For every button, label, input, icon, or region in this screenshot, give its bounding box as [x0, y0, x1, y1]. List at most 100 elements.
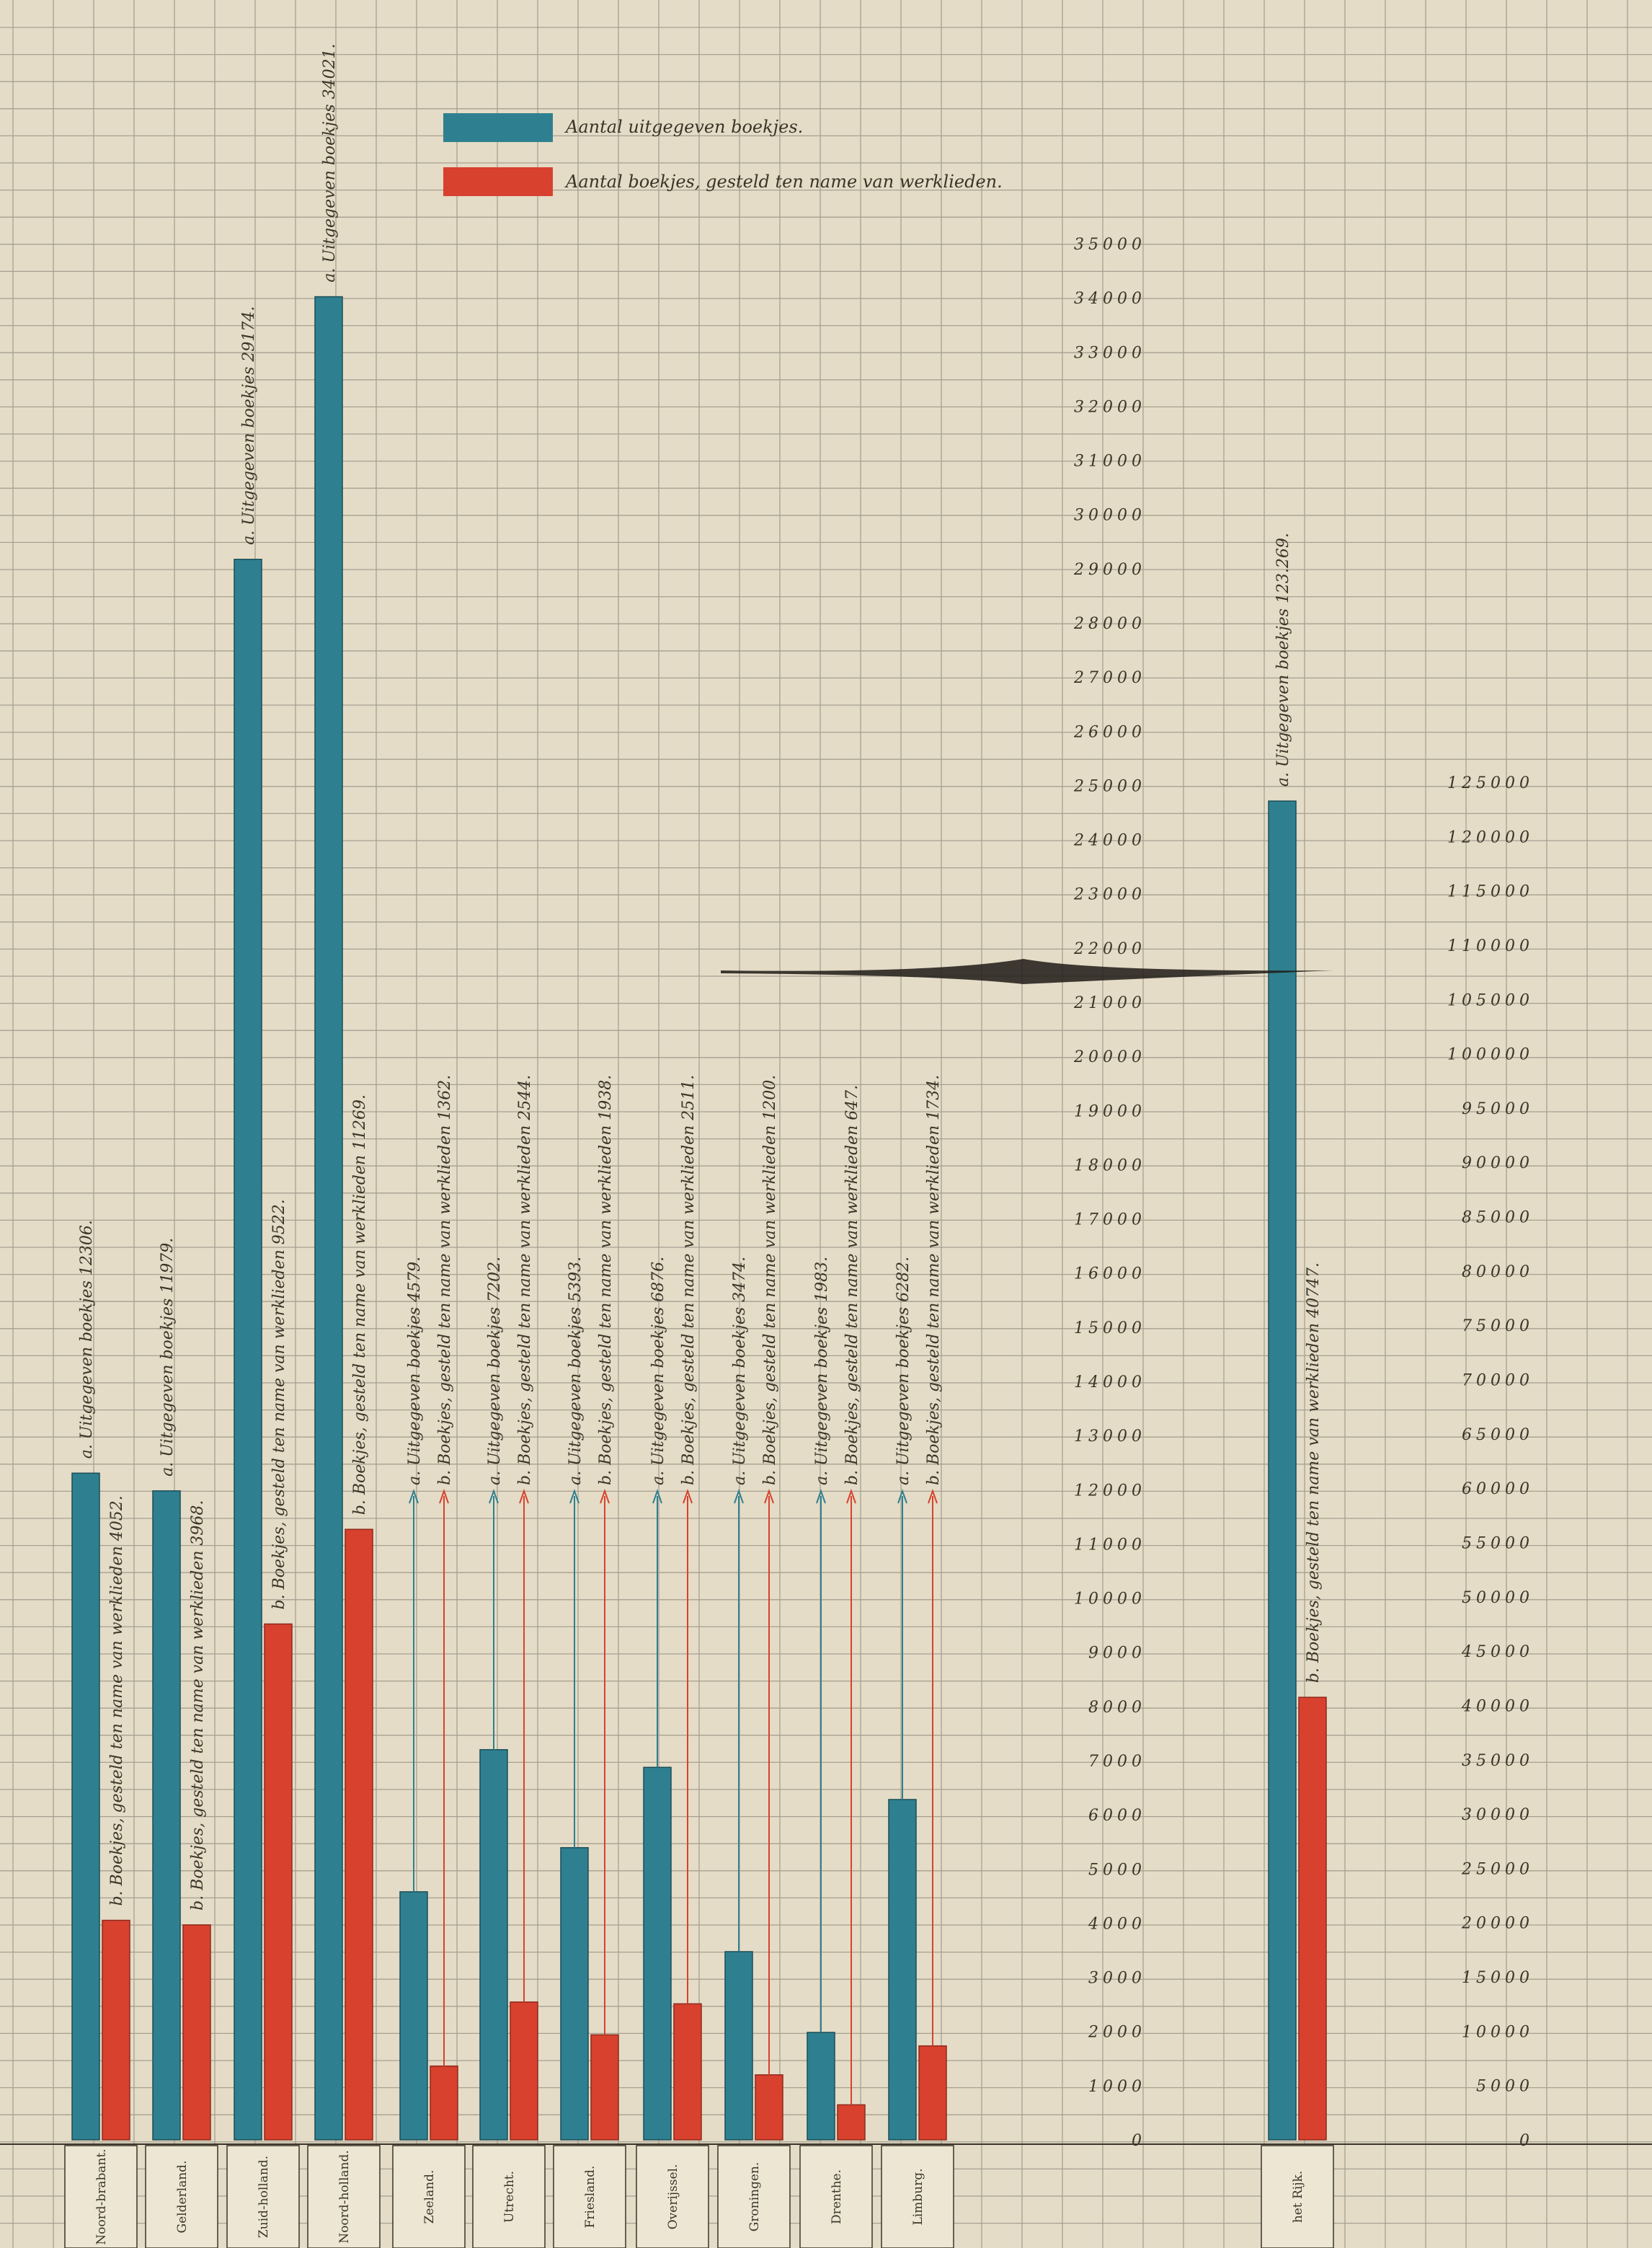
y-tick-label-left: 17000 — [1074, 1211, 1146, 1229]
category-label: Drenthe. — [830, 2169, 844, 2224]
category-box — [881, 2145, 954, 2248]
bar-label-b: b. Boekjes, gesteld ten name van werklie… — [843, 1085, 861, 1485]
bar-uitgegeven — [314, 296, 343, 2141]
y-tick-label-right: 15000 — [1462, 1969, 1534, 1987]
y-tick-label-right: 10000 — [1462, 2023, 1534, 2041]
bar-werklieden — [510, 2001, 538, 2141]
bar-label-b: b. Boekjes, gesteld ten name van werklie… — [680, 1075, 698, 1485]
y-tick-label-left: 28000 — [1073, 615, 1146, 633]
y-tick-label-left: 31000 — [1074, 453, 1146, 471]
bar-werklieden — [918, 2045, 947, 2141]
y-tick-label-right: 125000 — [1447, 774, 1534, 792]
arrow-head-werklieden — [519, 1488, 529, 1504]
category-label: Utrecht. — [502, 2171, 517, 2223]
y-tick-label-left: 1000 — [1088, 2078, 1146, 2096]
y-tick-label-left: 24000 — [1073, 832, 1146, 850]
category-label: Gelderland. — [175, 2161, 190, 2234]
y-tick-label-right: 65000 — [1462, 1426, 1534, 1444]
legend-label-uitgegeven: Aantal uitgegeven boekjes. — [564, 117, 803, 137]
arrow-head-uitgegeven — [569, 1488, 579, 1504]
y-tick-label-left: 27000 — [1073, 669, 1146, 687]
bar-uitgegeven — [71, 1472, 100, 2141]
y-tick-label-right: 75000 — [1462, 1317, 1534, 1335]
y-tick-label-left: 0 — [1132, 2132, 1146, 2150]
category-box — [472, 2145, 546, 2248]
y-tick-label-left: 2000 — [1088, 2024, 1146, 2042]
arrow-head-uitgegeven — [734, 1488, 744, 1504]
category-label: Limburg. — [911, 2168, 925, 2225]
category-label: Noord-holland. — [337, 2150, 352, 2244]
arrow-head-uitgegeven — [409, 1488, 419, 1504]
bar-label-b: b. Boekjes, gesteld ten name van werklie… — [761, 1075, 779, 1485]
category-box — [799, 2145, 873, 2248]
category-box — [1261, 2145, 1334, 2248]
y-tick-label-left: 16000 — [1074, 1265, 1146, 1283]
category-box — [64, 2145, 138, 2248]
y-tick-label-left: 25000 — [1073, 777, 1146, 795]
bar-uitgegeven — [1268, 800, 1297, 2141]
y-tick-label-left: 20000 — [1073, 1048, 1146, 1066]
category-label: Zuid-holland. — [257, 2156, 271, 2238]
y-tick-label-right: 95000 — [1462, 1100, 1534, 1118]
arrow-head-uitgegeven — [652, 1488, 662, 1504]
bar-label-b: b. Boekjes, gesteld ten name van werklie… — [108, 1495, 126, 1906]
y-tick-label-left: 26000 — [1073, 723, 1146, 741]
bar-label-b: b. Boekjes, gesteld ten name van werklie… — [925, 1075, 943, 1485]
y-tick-label-left: 13000 — [1074, 1428, 1146, 1446]
arrow-head-werklieden — [439, 1488, 449, 1504]
y-tick-label-left: 12000 — [1074, 1482, 1146, 1500]
category-label: Friesland. — [583, 2166, 598, 2229]
bar-uitgegeven — [560, 1847, 589, 2141]
legend-swatch-uitgegeven — [443, 113, 553, 142]
y-tick-label-right: 100000 — [1447, 1046, 1534, 1064]
legend-swatch-werklieden — [443, 167, 553, 196]
scale-break-mark — [721, 959, 1333, 984]
category-box — [226, 2145, 300, 2248]
y-tick-label-right: 115000 — [1447, 883, 1534, 901]
y-tick-label-right: 5000 — [1476, 2078, 1534, 2096]
y-tick-label-right: 35000 — [1462, 1752, 1534, 1770]
arrow-head-werklieden — [928, 1488, 938, 1504]
y-tick-label-left: 30000 — [1074, 507, 1146, 525]
y-tick-label-left: 8000 — [1088, 1699, 1146, 1717]
y-tick-label-right: 85000 — [1462, 1209, 1534, 1227]
y-tick-label-left: 29000 — [1073, 561, 1146, 579]
bar-uitgegeven — [399, 1891, 428, 2141]
y-tick-label-left: 15000 — [1074, 1319, 1146, 1337]
y-tick-label-left: 19000 — [1074, 1102, 1146, 1120]
bar-label-a: a. Uitgegeven boekjes 4579. — [406, 1257, 424, 1485]
y-tick-label-right: 110000 — [1447, 937, 1534, 955]
category-box — [717, 2145, 791, 2248]
y-tick-label-right: 0 — [1519, 2132, 1534, 2150]
bar-label-a: a. Uitgegeven boekjes 3474. — [731, 1257, 749, 1485]
y-tick-label-left: 23000 — [1073, 886, 1146, 904]
y-tick-label-left: 11000 — [1074, 1536, 1146, 1554]
y-tick-label-right: 45000 — [1461, 1643, 1534, 1661]
bar-label-a: a. Uitgegeven boekjes 29174. — [240, 306, 258, 545]
y-tick-label-right: 25000 — [1461, 1860, 1534, 1878]
bar-werklieden — [345, 1528, 373, 2141]
arrow-head-werklieden — [683, 1488, 693, 1504]
bar-label-a: a. Uitgegeven boekjes 11979. — [159, 1238, 177, 1477]
category-label: Overijssel. — [666, 2164, 680, 2230]
category-box — [145, 2145, 218, 2248]
arrow-head-uitgegeven — [816, 1488, 826, 1504]
bar-werklieden — [102, 1919, 130, 2141]
y-tick-label-right: 50000 — [1462, 1589, 1534, 1607]
bar-label-b: b. Boekjes, gesteld ten name van werklie… — [516, 1075, 534, 1485]
y-tick-label-left: 14000 — [1074, 1373, 1146, 1391]
y-tick-label-left: 34000 — [1074, 290, 1146, 308]
category-box — [307, 2145, 381, 2248]
bar-label-a: a. Uitgegeven boekjes 7202. — [486, 1257, 504, 1485]
y-tick-label-left: 7000 — [1088, 1753, 1146, 1771]
y-tick-label-left: 3000 — [1088, 1970, 1146, 1988]
y-tick-label-left: 10000 — [1074, 1590, 1146, 1608]
bar-uitgegeven — [643, 1766, 672, 2141]
y-tick-label-left: 33000 — [1074, 344, 1146, 362]
arrow-head-werklieden — [846, 1488, 856, 1504]
y-tick-label-left: 22000 — [1073, 940, 1146, 958]
category-box — [392, 2145, 466, 2248]
y-tick-label-left: 9000 — [1088, 1645, 1146, 1663]
